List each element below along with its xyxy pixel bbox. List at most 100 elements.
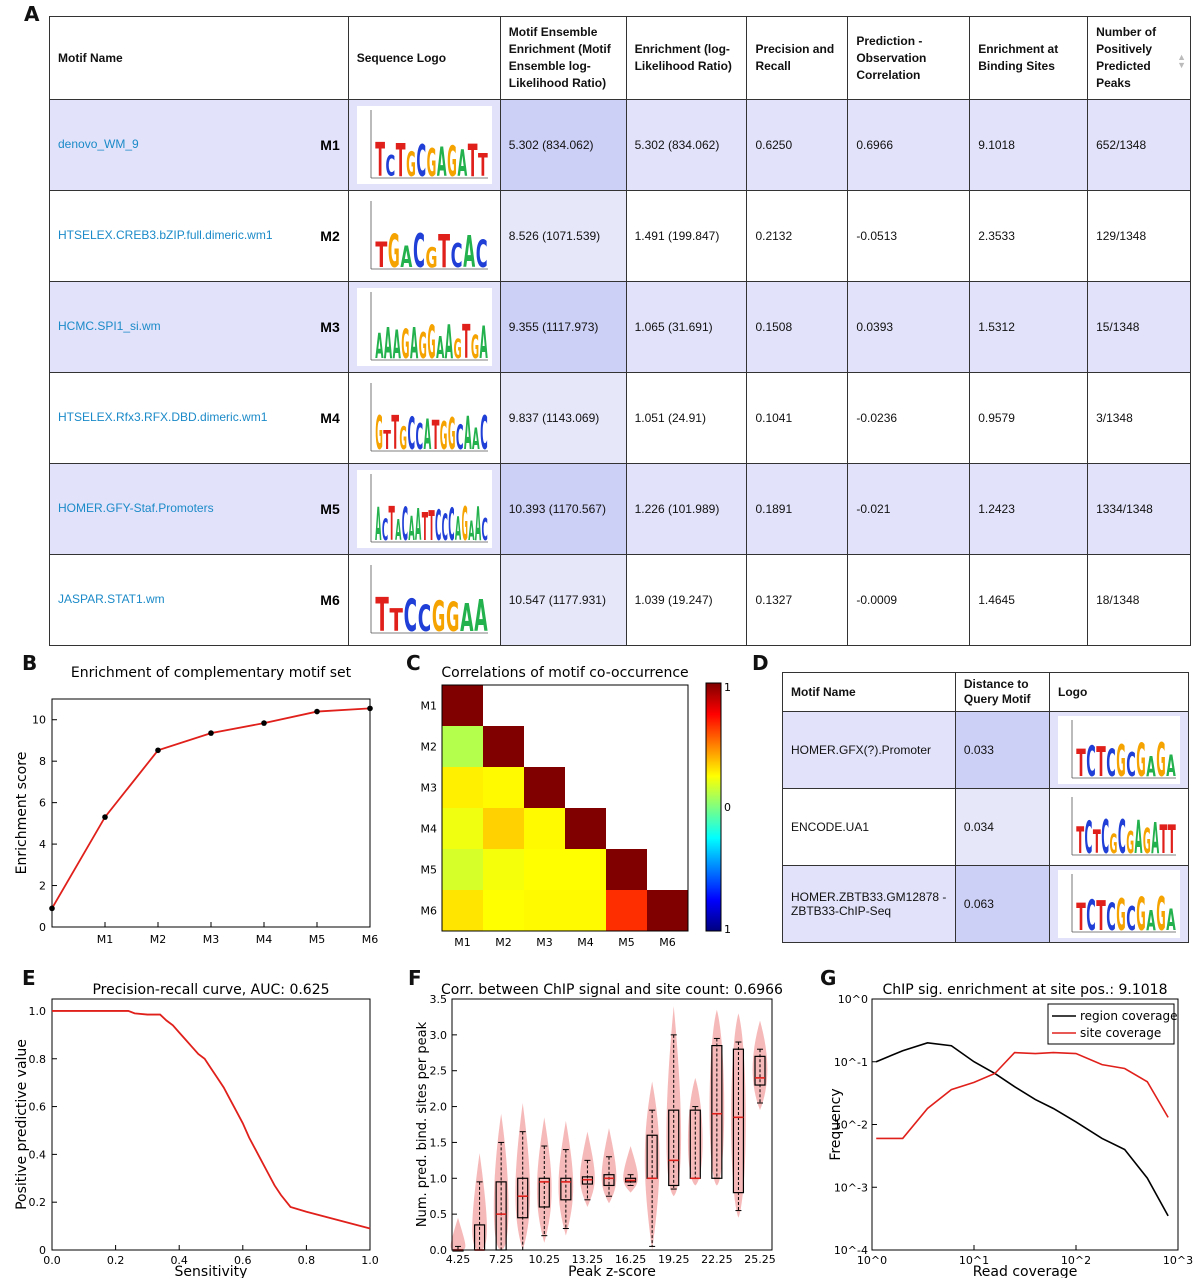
col-header-distance[interactable]: Distance to Query Motif: [954, 672, 1050, 712]
sort-arrows-icon[interactable]: ▲ ▼: [1177, 52, 1186, 70]
motif-link[interactable]: JASPAR.STAT1.wm: [58, 592, 165, 606]
heatmap-cell: [565, 890, 606, 931]
logo-letter: T: [388, 497, 394, 548]
logo-letter: C: [416, 137, 426, 184]
correlation-cell: -0.0236: [847, 372, 970, 464]
y-axis-label: Frequency: [828, 1088, 844, 1160]
logo-letter: C: [480, 406, 488, 457]
data-point: [208, 730, 214, 736]
logo-letter: G: [1136, 887, 1146, 938]
logo-letter: A: [392, 323, 400, 366]
logo-letter: T: [1076, 742, 1086, 784]
y-tick-label: 0: [39, 921, 46, 934]
enrichment-cell: 1.065 (31.691): [625, 281, 747, 373]
logo-letter: A: [1135, 811, 1143, 861]
x-tick-label: M4: [256, 933, 273, 946]
logo-letter: T: [375, 588, 389, 639]
table-row: HOMER.ZBTB33.GM12878 -ZBTB33-ChIP-Seq 0.…: [782, 865, 1189, 943]
logo-letter: C: [1085, 813, 1093, 861]
col-header-motif-name[interactable]: Motif Name: [791, 684, 856, 699]
y-tick-label: 10^0: [838, 993, 868, 1006]
heatmap-cell: [647, 808, 688, 849]
motif-link[interactable]: HOMER.GFY-Staf.Promoters: [58, 501, 214, 515]
logo-letter: T: [428, 502, 434, 548]
logo-letter: T: [438, 224, 450, 275]
plot-frame: [51, 998, 371, 1251]
x-axis-label: Sensitivity: [175, 1264, 248, 1278]
x-tick-label: 25.25: [744, 1253, 776, 1266]
logo-letter: C: [402, 498, 408, 548]
distance-cell: 0.033: [954, 711, 1050, 789]
motif-link[interactable]: HTSELEX.Rfx3.RFX.DBD.dimeric.wm1: [58, 410, 268, 424]
peaks-cell: 1334/1348: [1087, 463, 1191, 555]
x-tick-label: M6: [362, 933, 379, 946]
chart-title: Precision-recall curve, AUC: 0.625: [92, 982, 329, 998]
logo-letter: T: [1096, 892, 1106, 938]
cooccurrence-heatmap: Correlations of motif co-occurrence M1 M2 M…: [421, 665, 732, 949]
col-header-sequence-logo[interactable]: Sequence Logo: [347, 16, 501, 100]
row-label: M6: [421, 905, 438, 918]
x-axis-label: Peak z-score: [568, 1264, 656, 1278]
heatmap-cell: [524, 808, 565, 849]
chip-signal-boxplot: Corr. between ChIP signal and site count…: [415, 982, 783, 1278]
y-tick-label: 0.5: [430, 1208, 448, 1221]
logo-letter: G: [1156, 733, 1166, 784]
motif-name-cell: ENCODE.UA1: [791, 820, 870, 834]
ensemble-cell: 8.526 (1071.539): [499, 190, 627, 282]
col-header-ensemble-enrichment[interactable]: Motif Ensemble Enrichment (Motif Ensembl…: [499, 16, 627, 100]
logo-letter: C: [435, 501, 441, 548]
logo-letter: A: [375, 498, 381, 548]
col-header-precision-recall[interactable]: Precision and Recall: [746, 16, 848, 100]
plot-frame: [441, 684, 689, 932]
correlation-cell: -0.021: [847, 463, 970, 555]
col-header-predicted-peaks[interactable]: Number of Positively Predicted Peaks ▲ ▼: [1087, 16, 1191, 100]
col-label: M6: [659, 936, 676, 949]
x-tick-label: 16.25: [615, 1253, 647, 1266]
motif-link[interactable]: HCMC.SPI1_si.wm: [58, 319, 161, 333]
logo-letter: G: [406, 145, 416, 184]
y-tick-label: 2: [39, 880, 46, 893]
col-header-logo[interactable]: Logo: [1048, 672, 1189, 712]
logo-letter: A: [395, 514, 401, 547]
enrichment-cell: 1.491 (199.847): [625, 190, 747, 282]
col-header-motif-name[interactable]: Motif Name: [58, 50, 123, 65]
logo-letter: T: [467, 135, 477, 184]
col-header-binding-sites[interactable]: Enrichment at Binding Sites: [969, 16, 1088, 100]
legend-box: [1047, 1003, 1175, 1045]
col-header-correlation[interactable]: Prediction - Observation Correlation: [847, 16, 970, 100]
x-tick-label: 0.2: [107, 1254, 125, 1267]
col-header-enrichment[interactable]: Enrichment (log-Likelihood Ratio): [625, 16, 747, 100]
similar-motif-table: Motif Name Distance to Query Motif Logo …: [782, 672, 1189, 943]
data-point: [49, 905, 55, 912]
y-tick-label: 0.2: [29, 1196, 47, 1209]
logo-letter: T: [389, 603, 403, 639]
heatmap-cell: [483, 767, 524, 808]
x-tick-label: 13.25: [572, 1253, 604, 1266]
y-tick-label: 2.0: [430, 1101, 448, 1114]
logo-letter: A: [1166, 749, 1176, 783]
y-tick-label: 3.5: [430, 993, 448, 1006]
distance-cell: 0.063: [954, 865, 1050, 943]
logo-letter: A: [384, 319, 392, 366]
y-tick-label: 0.6: [29, 1101, 47, 1114]
motif-link[interactable]: HTSELEX.CREB3.bZIP.full.dimeric.wm1: [58, 228, 273, 242]
x-tick-label: 1.0: [361, 1254, 379, 1267]
motif-link[interactable]: denovo_WM_9: [58, 137, 139, 151]
motif-tag: M2: [320, 228, 340, 244]
data-point: [155, 747, 161, 754]
logo-letter: C: [476, 232, 488, 275]
motif-tag: M3: [320, 319, 340, 335]
logo-letter: C: [1118, 810, 1126, 861]
logo-letter: A: [400, 240, 412, 274]
logo-letter: C: [1126, 899, 1136, 938]
heatmap-cell: [647, 849, 688, 890]
y-tick-label: 3.0: [430, 1029, 448, 1042]
motif-name-cell: HOMER.ZBTB33.GM12878 -ZBTB33-ChIP-Seq: [782, 865, 956, 943]
logo-letter: A: [464, 407, 472, 457]
